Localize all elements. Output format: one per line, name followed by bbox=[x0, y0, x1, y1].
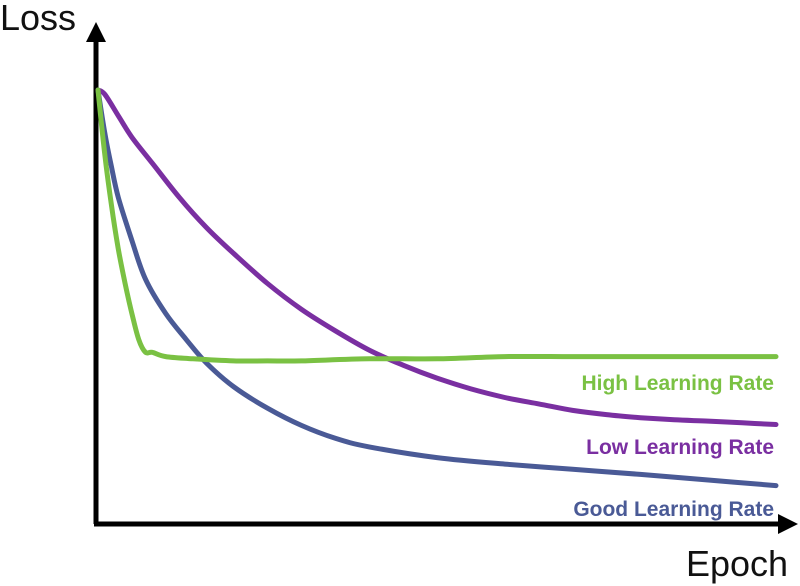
y-axis-arrow-icon bbox=[86, 22, 106, 42]
series-label-high-learning-rate: High Learning Rate bbox=[581, 372, 774, 395]
x-axis-label: Epoch bbox=[686, 543, 788, 584]
y-axis-label: Loss bbox=[0, 0, 76, 38]
series-label-low-learning-rate: Low Learning Rate bbox=[586, 436, 774, 459]
series-line-high-learning-rate bbox=[95, 87, 779, 364]
series-label-good-learning-rate: Good Learning Rate bbox=[573, 498, 774, 521]
x-axis-arrow-icon bbox=[778, 514, 798, 534]
series-layer bbox=[95, 87, 779, 489]
series-line-good-learning-rate bbox=[95, 87, 779, 489]
